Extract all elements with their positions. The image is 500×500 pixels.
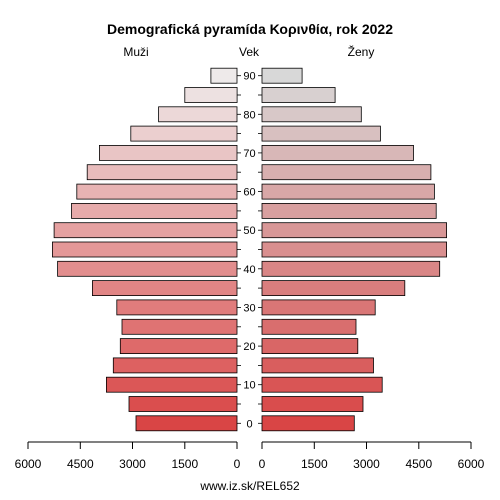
female-bar-80-84 <box>261 106 362 123</box>
female-bars <box>261 67 448 432</box>
female-bar-20-24 <box>261 338 359 355</box>
x-axis-right: 0 1500 3000 4500 6000 <box>259 441 485 471</box>
x-tick-label: 0 <box>234 457 241 471</box>
x-tick-label: 1500 <box>301 457 328 471</box>
age-tick-label: 40 <box>243 264 255 276</box>
female-bar-75-79 <box>261 125 381 142</box>
male-bar-25-29 <box>121 318 238 335</box>
age-tick-label: 60 <box>243 187 255 199</box>
x-tick-label: 3000 <box>119 457 146 471</box>
male-bars <box>52 67 238 432</box>
female-bar-35-39 <box>261 280 406 297</box>
age-tick-label: 20 <box>243 341 255 353</box>
male-bar-65-69 <box>86 164 238 181</box>
age-axis-label: Vek <box>239 45 260 59</box>
female-bar-10-14 <box>261 376 383 393</box>
right-series-label: Ženy <box>348 44 375 59</box>
x-tick-label: 6000 <box>15 457 42 471</box>
male-bar-0-4 <box>135 415 238 432</box>
male-bar-40-44 <box>57 260 238 277</box>
female-bar-25-29 <box>261 318 357 335</box>
age-tick-label: 50 <box>243 225 255 237</box>
x-tick-label: 1500 <box>171 457 198 471</box>
male-bar-60-64 <box>76 183 238 200</box>
female-bar-40-44 <box>261 260 441 277</box>
female-bar-45-49 <box>261 241 448 258</box>
x-tick-label: 6000 <box>458 457 485 471</box>
male-bar-30-34 <box>116 299 238 316</box>
male-bar-75-79 <box>130 125 238 142</box>
male-bar-90+ <box>210 67 238 84</box>
male-bar-50-54 <box>53 222 238 239</box>
male-bar-5-9 <box>128 396 238 412</box>
footer-url: www.iz.sk/REL652 <box>199 479 300 493</box>
female-bar-30-34 <box>261 299 376 316</box>
x-tick-label: 4500 <box>405 457 432 471</box>
male-bar-45-49 <box>52 241 238 258</box>
age-axis: 0 10 20 30 40 50 60 70 80 90 <box>237 71 262 430</box>
female-bar-65-69 <box>261 164 432 181</box>
female-bar-15-19 <box>261 357 374 374</box>
age-tick-label: 80 <box>243 109 255 121</box>
male-bar-80-84 <box>158 106 238 123</box>
female-bar-0-4 <box>261 415 355 432</box>
age-tick-label: 90 <box>243 71 255 83</box>
x-tick-label: 3000 <box>353 457 380 471</box>
x-axis-left: 6000 4500 3000 1500 0 <box>15 441 241 471</box>
female-bar-85-89 <box>261 87 336 103</box>
female-bar-5-9 <box>261 396 364 412</box>
age-tick-label: 70 <box>243 148 255 160</box>
female-bar-60-64 <box>261 183 435 200</box>
chart-title: Demografická pyramída Κορινθία, rok 2022 <box>107 21 393 37</box>
age-tick-label: 0 <box>246 418 252 430</box>
male-bar-15-19 <box>112 357 238 374</box>
female-bar-70-74 <box>261 144 414 161</box>
male-bar-10-14 <box>106 376 238 393</box>
age-tick-label: 30 <box>243 302 255 314</box>
male-bar-85-89 <box>184 87 238 103</box>
left-series-label: Muži <box>123 45 148 59</box>
female-bar-50-54 <box>261 222 448 239</box>
male-bar-70-74 <box>99 144 238 161</box>
age-tick-label: 10 <box>243 380 255 392</box>
x-tick-label: 0 <box>259 457 266 471</box>
male-bar-55-59 <box>71 202 238 219</box>
female-bar-55-59 <box>261 202 437 219</box>
female-bar-90+ <box>261 67 303 84</box>
male-bar-35-39 <box>92 280 238 297</box>
x-tick-label: 4500 <box>67 457 94 471</box>
male-bar-20-24 <box>119 338 238 355</box>
